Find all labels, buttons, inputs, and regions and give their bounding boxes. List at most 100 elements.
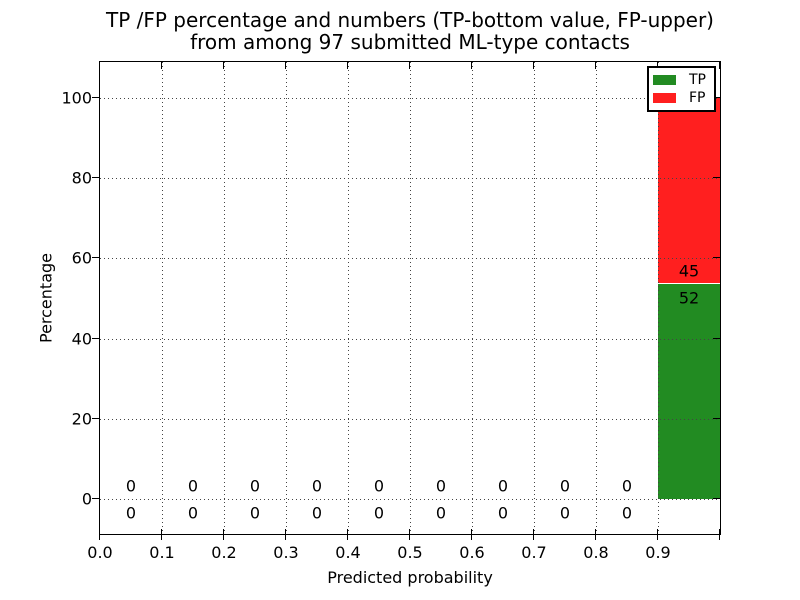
x-axis-tick-bottom	[285, 529, 286, 540]
x-axis-tick-top	[719, 62, 720, 69]
y-axis-tick-left	[92, 177, 99, 178]
fp-count-label: 0	[311, 476, 323, 496]
x-axis-tick-top	[471, 62, 472, 69]
y-axis-tick-left	[92, 418, 99, 419]
tp-count-label: 0	[373, 503, 385, 523]
tp-count-label: 0	[125, 503, 137, 523]
x-axis-label: Predicted probability	[327, 568, 493, 587]
x-axis-tick-bottom	[595, 529, 596, 540]
y-axis-tick-left	[92, 257, 99, 258]
tp-count-label: 0	[249, 503, 261, 523]
legend-label-tp: TP	[689, 72, 706, 88]
y-axis-tick-right	[713, 498, 720, 499]
fp-count-label: 0	[125, 476, 137, 496]
legend-item-fp: FP	[653, 91, 710, 105]
fp-count-label: 0	[249, 476, 261, 496]
tp-count-label: 0	[435, 503, 447, 523]
x-tick-label: 0.5	[397, 543, 423, 562]
y-axis-tick-right	[713, 257, 720, 258]
y-tick-label: 100	[61, 88, 92, 108]
x-axis-tick-top	[285, 62, 286, 69]
x-axis-tick-bottom	[657, 529, 658, 540]
x-axis-tick-bottom	[161, 529, 162, 540]
x-axis-tick-bottom	[223, 529, 224, 540]
legend-item-tp: TP	[653, 73, 710, 87]
gridline-horizontal	[100, 98, 720, 99]
gridline-vertical	[596, 62, 597, 534]
x-axis-tick-bottom	[471, 529, 472, 540]
legend-label-fp: FP	[689, 90, 706, 106]
fp-color-swatch	[653, 93, 676, 103]
x-tick-label: 0.7	[521, 543, 547, 562]
x-tick-label: 0.6	[459, 543, 485, 562]
y-tick-label: 80	[71, 168, 92, 188]
tp-count-label: 0	[559, 503, 571, 523]
x-axis-tick-top	[99, 62, 100, 69]
chart-title-line-1: TP /FP percentage and numbers (TP-bottom…	[106, 8, 714, 32]
gridline-vertical	[534, 62, 535, 534]
x-axis-tick-bottom	[719, 529, 720, 540]
gridline-vertical	[410, 62, 411, 534]
y-tick-label: 20	[71, 409, 92, 429]
chart-title: TP /FP percentage and numbers (TP-bottom…	[100, 9, 720, 53]
x-axis-tick-top	[223, 62, 224, 69]
fp-count-label: 0	[435, 476, 447, 496]
x-axis-tick-top	[657, 62, 658, 69]
x-axis-tick-top	[347, 62, 348, 69]
tp-count-label: 0	[621, 503, 633, 523]
x-tick-label: 0.4	[335, 543, 361, 562]
x-tick-label: 0.2	[211, 543, 237, 562]
gridline-horizontal	[100, 419, 720, 420]
fp-count-label: 0	[497, 476, 509, 496]
tp-count-label: 0	[497, 503, 509, 523]
gridline-horizontal	[100, 499, 720, 500]
y-axis-tick-left	[92, 338, 99, 339]
fp-count-label: 0	[621, 476, 633, 496]
legend-box: TP FP	[647, 66, 716, 112]
y-axis-tick-right	[713, 97, 720, 98]
tp-count-label: 0	[187, 503, 199, 523]
fp-count-label: 0	[187, 476, 199, 496]
y-axis-tick-left	[92, 97, 99, 98]
x-axis-tick-top	[161, 62, 162, 69]
x-axis-tick-bottom	[533, 529, 534, 540]
x-tick-label: 0.8	[583, 543, 609, 562]
x-axis-tick-bottom	[347, 529, 348, 540]
x-tick-label: 0.3	[273, 543, 299, 562]
x-axis-tick-bottom	[99, 529, 100, 540]
chart-title-line-2: from among 97 submitted ML-type contacts	[190, 30, 630, 54]
gridline-vertical	[286, 62, 287, 534]
plot-area: 0 0 0 0 0 0 0 0 0 0 0 0 0 0 0 0 0 0 45 52	[99, 61, 721, 535]
tp-bar-segment	[658, 284, 720, 499]
y-tick-label: 60	[71, 248, 92, 268]
x-tick-label: 0.0	[87, 543, 113, 562]
x-axis-tick-top	[409, 62, 410, 69]
y-axis-tick-left	[92, 498, 99, 499]
gridline-horizontal	[100, 258, 720, 259]
gridline-vertical	[162, 62, 163, 534]
y-axis-tick-right	[713, 338, 720, 339]
x-axis-tick-top	[533, 62, 534, 69]
y-tick-label: 0	[81, 489, 92, 509]
gridline-horizontal	[100, 339, 720, 340]
x-tick-label: 0.9	[645, 543, 671, 562]
tp-count-label: 0	[311, 503, 323, 523]
tp-count-label: 52	[678, 288, 700, 308]
gridline-vertical	[472, 62, 473, 534]
fp-count-label: 0	[373, 476, 385, 496]
fp-count-label: 0	[559, 476, 571, 496]
fp-bar-segment	[658, 98, 720, 283]
y-axis-tick-right	[713, 418, 720, 419]
x-tick-label: 0.1	[149, 543, 175, 562]
gridline-vertical	[348, 62, 349, 534]
x-axis-tick-bottom	[409, 529, 410, 540]
y-axis-tick-right	[713, 177, 720, 178]
fp-count-label: 45	[678, 261, 700, 281]
gridline-vertical	[658, 62, 659, 534]
gridline-horizontal	[100, 178, 720, 179]
tp-color-swatch	[653, 75, 676, 85]
x-axis-tick-top	[595, 62, 596, 69]
gridline-vertical	[224, 62, 225, 534]
y-tick-label: 40	[71, 329, 92, 349]
